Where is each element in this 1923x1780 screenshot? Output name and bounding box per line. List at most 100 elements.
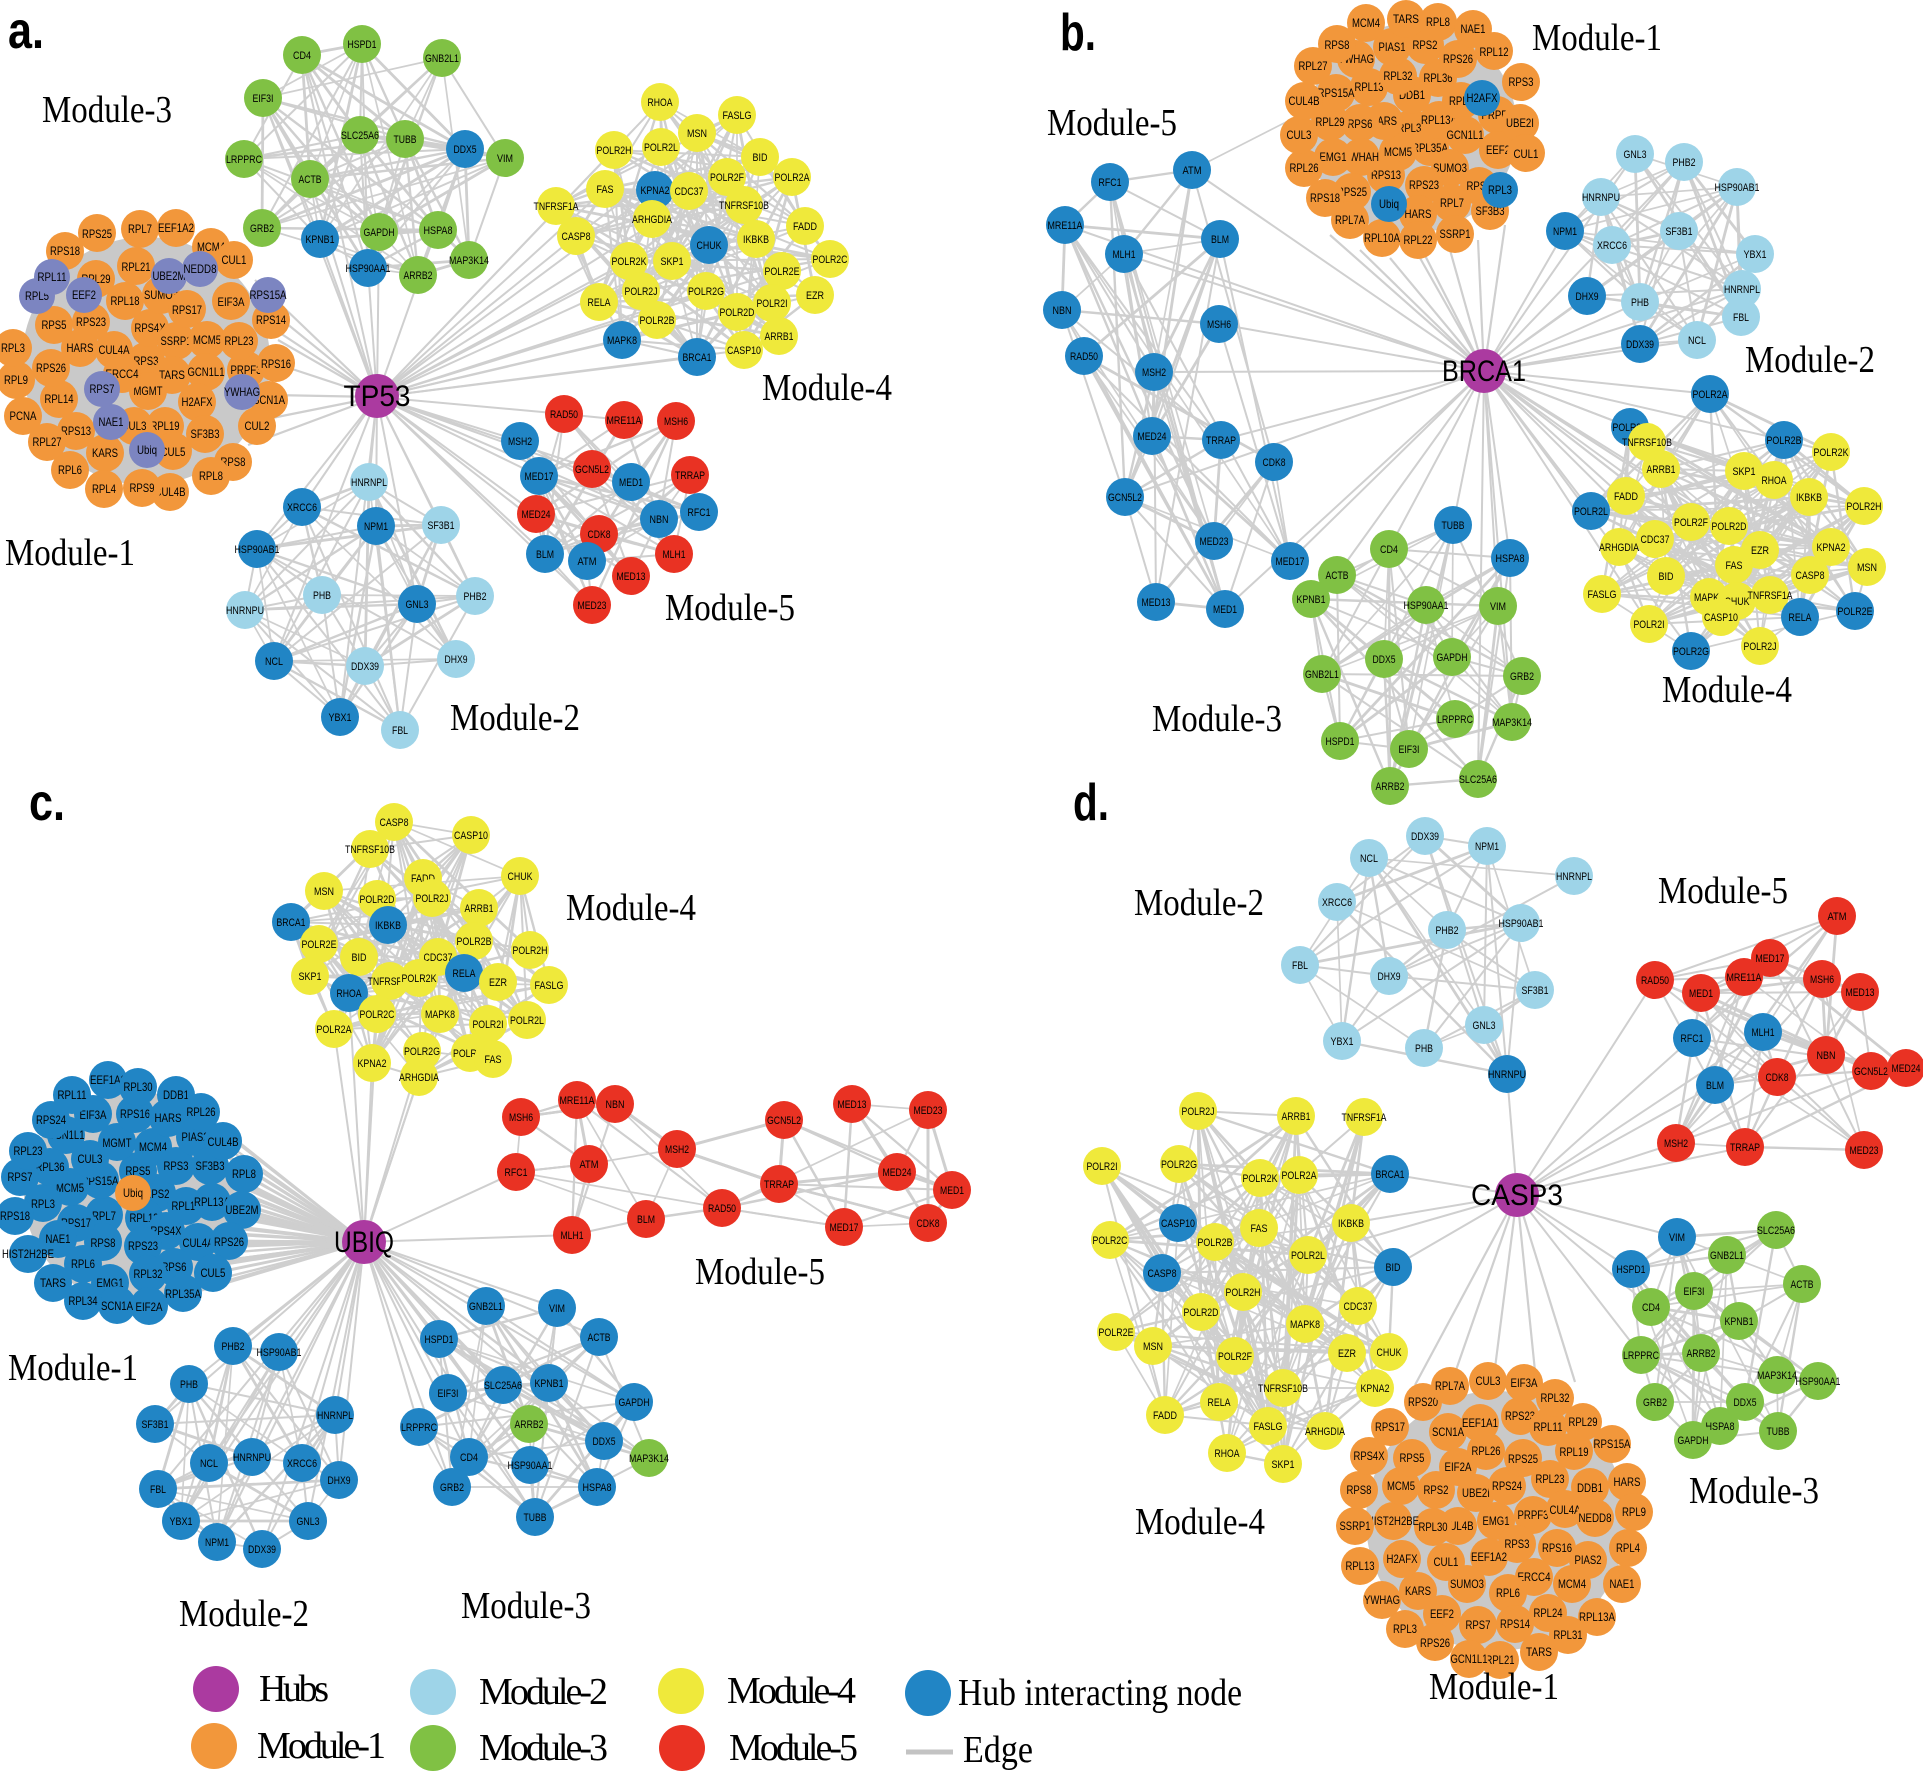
svg-text:Hub interacting node: Hub interacting node	[958, 1672, 1242, 1714]
svg-text:CASP8: CASP8	[380, 817, 409, 829]
svg-text:RELA: RELA	[453, 968, 477, 980]
svg-text:DDX5: DDX5	[1373, 654, 1396, 666]
svg-text:TUBB: TUBB	[394, 134, 417, 146]
svg-text:TUBB: TUBB	[1767, 1426, 1790, 1438]
svg-text:NCL: NCL	[200, 1458, 218, 1470]
svg-text:POLR2A: POLR2A	[1693, 389, 1729, 401]
svg-text:MRE11A: MRE11A	[1048, 220, 1084, 232]
svg-text:KPNB1: KPNB1	[1297, 594, 1326, 606]
svg-text:RPL7A: RPL7A	[1335, 213, 1365, 227]
svg-text:RPS23: RPS23	[1505, 1409, 1535, 1423]
svg-text:LRPPRC: LRPPRC	[1623, 1350, 1659, 1362]
svg-text:RPS17: RPS17	[1375, 1420, 1405, 1434]
svg-text:HNRNPL: HNRNPL	[317, 1410, 353, 1422]
svg-text:MSH6: MSH6	[1207, 319, 1231, 331]
svg-text:Module-1: Module-1	[8, 1347, 138, 1389]
svg-text:EIF3A: EIF3A	[1511, 1376, 1538, 1390]
svg-text:RPL18: RPL18	[111, 294, 140, 308]
svg-text:EEF1A2: EEF1A2	[158, 221, 194, 235]
svg-text:Module-5: Module-5	[1047, 102, 1177, 144]
svg-text:RPL8: RPL8	[199, 469, 223, 483]
svg-text:YBX1: YBX1	[1744, 249, 1767, 261]
svg-text:MCM5: MCM5	[193, 333, 221, 347]
svg-text:FBL: FBL	[150, 1484, 166, 1496]
svg-text:PHB2: PHB2	[1436, 925, 1459, 937]
svg-text:FADD: FADD	[1153, 1410, 1177, 1422]
svg-text:POLR2I: POLR2I	[1634, 619, 1665, 631]
svg-text:POLR2D: POLR2D	[1712, 521, 1747, 533]
svg-text:SLC25A6: SLC25A6	[1459, 774, 1497, 786]
svg-text:NBN: NBN	[650, 514, 669, 526]
svg-text:FBL: FBL	[1292, 960, 1308, 972]
svg-text:EMG1: EMG1	[1483, 1514, 1510, 1528]
svg-text:RPL13: RPL13	[1346, 1559, 1375, 1573]
svg-text:RPS17: RPS17	[172, 303, 202, 317]
svg-text:PHB: PHB	[313, 590, 331, 602]
svg-text:EIF3I: EIF3I	[1684, 1286, 1705, 1298]
svg-text:RPL11: RPL11	[58, 1088, 87, 1102]
svg-text:RPL3: RPL3	[1488, 183, 1512, 197]
svg-text:SSRP1: SSRP1	[1440, 227, 1471, 241]
svg-text:POLR2E: POLR2E	[1099, 1327, 1134, 1339]
svg-text:RPS2: RPS2	[1413, 38, 1438, 52]
svg-text:MCM5: MCM5	[56, 1181, 84, 1195]
svg-text:RPS26: RPS26	[1443, 52, 1473, 66]
svg-text:NPM1: NPM1	[205, 1537, 229, 1549]
svg-text:KARS: KARS	[92, 446, 118, 460]
svg-text:EEF1A2: EEF1A2	[1471, 1550, 1507, 1564]
svg-text:MGMT: MGMT	[134, 384, 164, 398]
svg-text:RPS4X: RPS4X	[151, 1224, 182, 1238]
svg-text:RPS14: RPS14	[256, 313, 286, 327]
svg-text:TARS: TARS	[40, 1276, 66, 1290]
svg-text:GNL3: GNL3	[406, 599, 429, 611]
svg-text:GCN1L1: GCN1L1	[188, 365, 225, 379]
svg-text:RPS26: RPS26	[214, 1235, 244, 1249]
svg-text:MCM4: MCM4	[139, 1140, 167, 1154]
svg-text:FASLG: FASLG	[1254, 1421, 1283, 1433]
svg-text:GNB2L1: GNB2L1	[1305, 669, 1339, 681]
svg-text:MED13: MED13	[1846, 987, 1875, 999]
svg-text:Module-2: Module-2	[479, 1671, 608, 1713]
svg-text:RHOA: RHOA	[1215, 1448, 1241, 1460]
svg-text:GCN5L2: GCN5L2	[767, 1115, 801, 1127]
svg-text:MED13: MED13	[617, 571, 646, 583]
svg-text:Module-4: Module-4	[727, 1670, 856, 1712]
svg-text:PIAS2: PIAS2	[1575, 1553, 1602, 1567]
svg-text:CDC37: CDC37	[1641, 534, 1670, 546]
svg-text:RPS23: RPS23	[128, 1239, 158, 1253]
svg-text:IKBKB: IKBKB	[375, 920, 401, 932]
svg-text:NCL: NCL	[1360, 853, 1378, 865]
svg-text:ACTB: ACTB	[299, 174, 322, 186]
svg-text:CASP10: CASP10	[1704, 612, 1738, 624]
svg-text:EIF3I: EIF3I	[253, 93, 274, 105]
svg-text:FADD: FADD	[793, 221, 817, 233]
svg-text:RPL21: RPL21	[122, 260, 151, 274]
svg-text:KARS: KARS	[1405, 1584, 1431, 1598]
svg-text:MED17: MED17	[525, 471, 554, 483]
svg-text:EEF2: EEF2	[72, 288, 96, 302]
svg-text:IKBKB: IKBKB	[1338, 1218, 1364, 1230]
svg-text:RFC1: RFC1	[1099, 177, 1122, 189]
svg-text:NAE1: NAE1	[1610, 1577, 1635, 1591]
svg-text:CDK8: CDK8	[1263, 457, 1286, 469]
svg-text:NPM1: NPM1	[1553, 226, 1577, 238]
svg-text:ARRB2: ARRB2	[1376, 781, 1405, 793]
svg-text:RFC1: RFC1	[688, 507, 711, 519]
svg-text:POLR2K: POLR2K	[1243, 1173, 1279, 1185]
svg-text:HNRNPU: HNRNPU	[226, 605, 264, 617]
svg-text:RPL13A: RPL13A	[194, 1195, 230, 1209]
svg-text:FASLG: FASLG	[723, 110, 752, 122]
svg-text:MRE11A: MRE11A	[1727, 972, 1763, 984]
svg-text:GAPDH: GAPDH	[364, 227, 395, 239]
svg-text:CHUK: CHUK	[1377, 1347, 1403, 1359]
svg-text:YWHAH: YWHAH	[1343, 150, 1379, 164]
svg-text:DDX5: DDX5	[454, 144, 477, 156]
svg-text:RPS23: RPS23	[76, 315, 106, 329]
svg-text:UBIQ: UBIQ	[334, 1226, 394, 1259]
svg-text:RELA: RELA	[1789, 612, 1813, 624]
svg-text:ATM: ATM	[578, 556, 597, 568]
svg-text:TNFRSF10B: TNFRSF10B	[719, 200, 769, 212]
svg-text:MED1: MED1	[619, 477, 643, 489]
svg-text:EEF2: EEF2	[1430, 1607, 1454, 1621]
svg-text:MSH2: MSH2	[1664, 1138, 1688, 1150]
